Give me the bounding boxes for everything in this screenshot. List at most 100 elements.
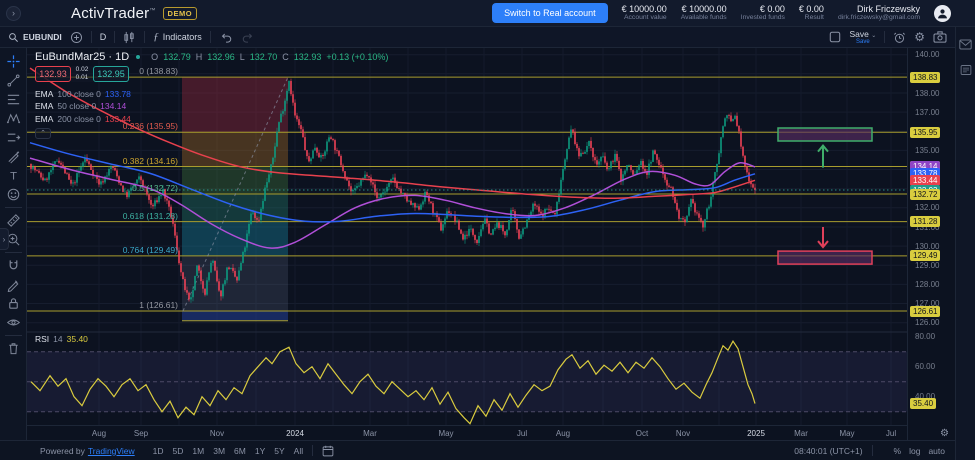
collapse-legend-button[interactable]: ⌃ (35, 127, 51, 139)
chart-region[interactable]: EuBundMar25 · 1D O 132.79 H 132.96 L 132.70 C 1… (27, 48, 955, 440)
divider (90, 31, 92, 43)
tool-forecast-icon[interactable] (4, 128, 23, 147)
price-badge-fib: 135.95 (910, 126, 941, 138)
ohlc-values: O 132.79 H 132.96 L 132.70 C 132.93 +0.13 (+0.10… (151, 52, 389, 62)
range-1d-button[interactable]: 1D (152, 445, 164, 456)
indicators-button[interactable]: ƒ Indicators (153, 31, 202, 43)
scale-auto-button[interactable]: auto (928, 445, 945, 456)
symbol-title[interactable]: EuBundMar25 · 1D (35, 51, 130, 63)
add-symbol-icon[interactable] (70, 31, 83, 44)
range-5d-button[interactable]: 5D (172, 445, 184, 456)
range-6m-button[interactable]: 6M (234, 445, 246, 456)
expand-left-panel-button[interactable]: › (6, 5, 21, 21)
time-tick: 2024 (286, 429, 304, 438)
ema-50-line[interactable] (29, 157, 756, 249)
buy-button[interactable]: 132.95 (93, 66, 129, 82)
time-tick: Nov (209, 429, 225, 438)
ema-legend-row[interactable]: EMA 200 close 0 133.44 (35, 113, 131, 124)
time-tick: Jul (516, 429, 528, 438)
fib-level-label: 0.382 (134.16) (122, 155, 178, 166)
ema-legend-row[interactable]: EMA 100 close 0 133.78 (35, 89, 131, 99)
tool-edit-icon[interactable] (4, 275, 23, 294)
undo-icon[interactable] (219, 31, 233, 43)
tradingview-link[interactable]: TradingView (87, 445, 135, 456)
tool-remove-icon[interactable] (4, 339, 23, 358)
range-1m-button[interactable]: 1M (192, 445, 205, 456)
symbol-search[interactable]: EUBUNDI (8, 32, 62, 43)
tool-fib-retracement-icon[interactable] (4, 90, 23, 109)
save-button[interactable]: Save ⌄ Save (849, 28, 877, 45)
calendar-icon[interactable] (322, 445, 334, 457)
fx-icon: ƒ (153, 31, 159, 43)
powered-by: Powered by TradingView (40, 445, 135, 456)
messages-icon[interactable] (959, 39, 972, 50)
tool-hide-icon[interactable] (4, 313, 23, 332)
time-tick: Nov (675, 429, 691, 438)
chart-type-icon[interactable] (123, 31, 136, 44)
price-tick: 138.00 (915, 88, 940, 98)
range-5y-button[interactable]: 5Y (274, 445, 285, 456)
tool-crosshair-icon[interactable] (4, 52, 23, 71)
time-axis-settings-icon[interactable]: ⚙ (940, 428, 949, 439)
avatar[interactable] (934, 4, 951, 22)
tool-emoji-icon[interactable] (4, 185, 23, 204)
chart-canvas[interactable] (27, 48, 907, 425)
redo-icon[interactable] (241, 31, 255, 43)
price-tick: 140.00 (915, 50, 940, 60)
price-badge-fib: 129.49 (910, 250, 941, 262)
up-arrow[interactable] (817, 144, 829, 168)
ema-100-line[interactable] (29, 141, 756, 223)
sell-button[interactable]: 132.93 (35, 66, 71, 82)
fib-level-label: 0.618 (131.28) (122, 210, 178, 221)
camera-icon[interactable] (933, 31, 947, 43)
range-1y-button[interactable]: 1Y (254, 445, 266, 456)
ema-200-line[interactable] (29, 67, 756, 200)
tool-lock-icon[interactable] (4, 294, 23, 313)
time-tick: May (839, 429, 855, 438)
price-badge-fib: 131.28 (910, 216, 941, 228)
range-3m-button[interactable]: 3M (213, 445, 226, 456)
rsi-tick: 40.00 (915, 392, 936, 402)
right-rail (955, 27, 975, 460)
price-badge-fib: 132.72 (910, 188, 941, 200)
tool-brush-icon[interactable] (4, 147, 23, 166)
alert-icon[interactable] (893, 31, 906, 44)
fib-level-label: 0 (138.83) (139, 66, 178, 77)
price-axis[interactable]: 140.00138.00137.00135.00132.00131.00130.… (907, 48, 955, 440)
scale-log-button[interactable]: log (909, 445, 921, 456)
settings-gear-icon[interactable]: ⚙ (914, 30, 925, 44)
stat-invested-funds: € 0.00 Invested funds (740, 3, 785, 22)
rsi-legend[interactable]: RSI 14 35.40 (35, 334, 88, 344)
demo-badge: DEMO (162, 6, 198, 20)
price-tick: 130.00 (915, 241, 940, 251)
user-info: Dirk Friczewsky dirk.friczewsky@gmail.com (837, 3, 920, 22)
tool-xabcd-pattern-icon[interactable] (4, 109, 23, 128)
user-icon (938, 8, 947, 18)
timeframe-button[interactable]: D (99, 32, 107, 42)
date-range-buttons: 1D 5D 1M 3M 6M 1Y 5Y All (153, 446, 303, 456)
tool-magnet-icon[interactable] (4, 256, 23, 275)
layout-icon[interactable] (829, 31, 841, 43)
time-axis[interactable]: Aug Sep Nov 2024 Mar May Jul Aug Oct Nov 2025 Mar Ma… (27, 425, 949, 440)
watchlist-expander[interactable]: › (0, 228, 9, 250)
rsi-line[interactable] (30, 340, 756, 425)
clock: 08:40:01 (UTC+1) (794, 445, 863, 456)
switch-to-real-account-button[interactable]: Switch to Real account (492, 3, 608, 23)
fib-level-label: 0.5 (132.72) (132, 183, 178, 193)
ema-legend-row[interactable]: EMA 50 close 0 134.14 (35, 101, 127, 112)
tool-text-icon[interactable]: T (4, 166, 23, 185)
demand-zone[interactable] (777, 250, 873, 265)
trademark: ™ (149, 7, 156, 14)
time-tick: Jul (885, 429, 897, 438)
scale-%-button[interactable]: % (893, 445, 902, 456)
tool-trend-line-icon[interactable] (4, 71, 23, 90)
tool-measure-icon[interactable] (4, 211, 23, 230)
tool-zoom-in-icon[interactable] (4, 230, 23, 249)
range-all-button[interactable]: All (293, 445, 304, 456)
time-tick: Mar (363, 429, 377, 438)
time-tick: Sep (133, 429, 149, 438)
supply-zone[interactable] (777, 127, 873, 142)
down-arrow[interactable] (817, 227, 829, 249)
news-icon[interactable] (960, 64, 972, 76)
